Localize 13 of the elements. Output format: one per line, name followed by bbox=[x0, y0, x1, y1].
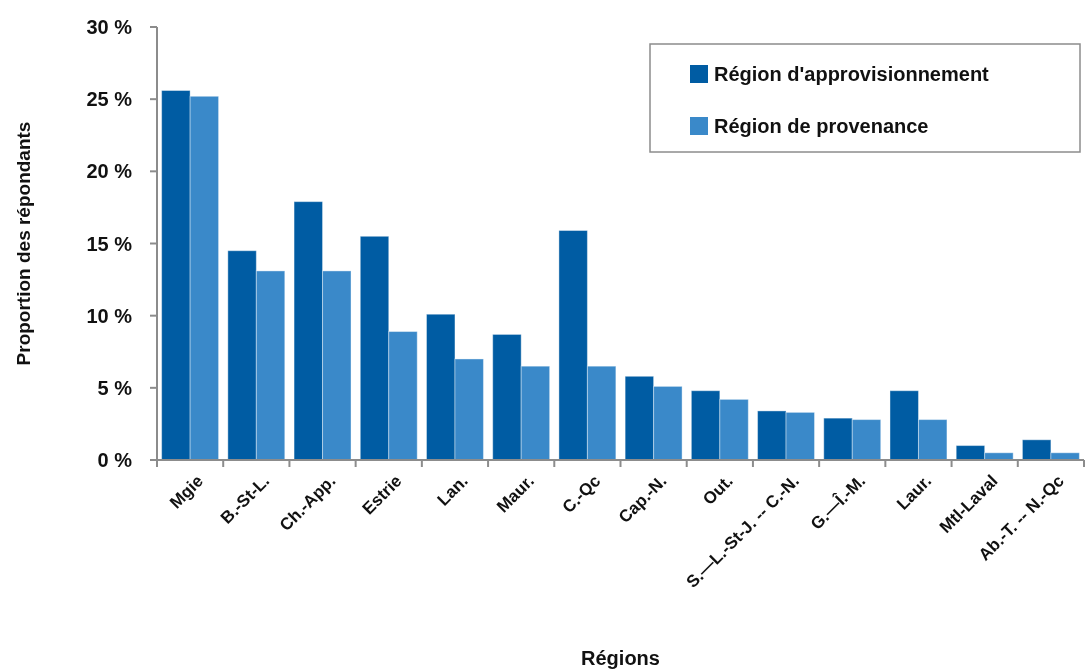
y-tick-label: 30 % bbox=[86, 16, 133, 38]
x-axis-title: Régions bbox=[581, 647, 660, 669]
y-tick-label: 0 % bbox=[97, 449, 133, 471]
legend-label: Région de provenance bbox=[714, 115, 929, 137]
legend-label: Région d'approvisionnement bbox=[714, 63, 990, 85]
y-tick-label: 10 % bbox=[86, 304, 133, 327]
y-tick-label: 15 % bbox=[86, 232, 133, 255]
x-tick-label: Lan. bbox=[433, 471, 472, 510]
y-tick-label: 20 % bbox=[86, 160, 133, 183]
x-tick-label: Out. bbox=[699, 471, 737, 509]
y-tick-label: 5 % bbox=[97, 376, 133, 399]
y-tick-label: 25 % bbox=[86, 88, 133, 111]
y-axis-title: Proportion des répondants bbox=[13, 121, 34, 366]
